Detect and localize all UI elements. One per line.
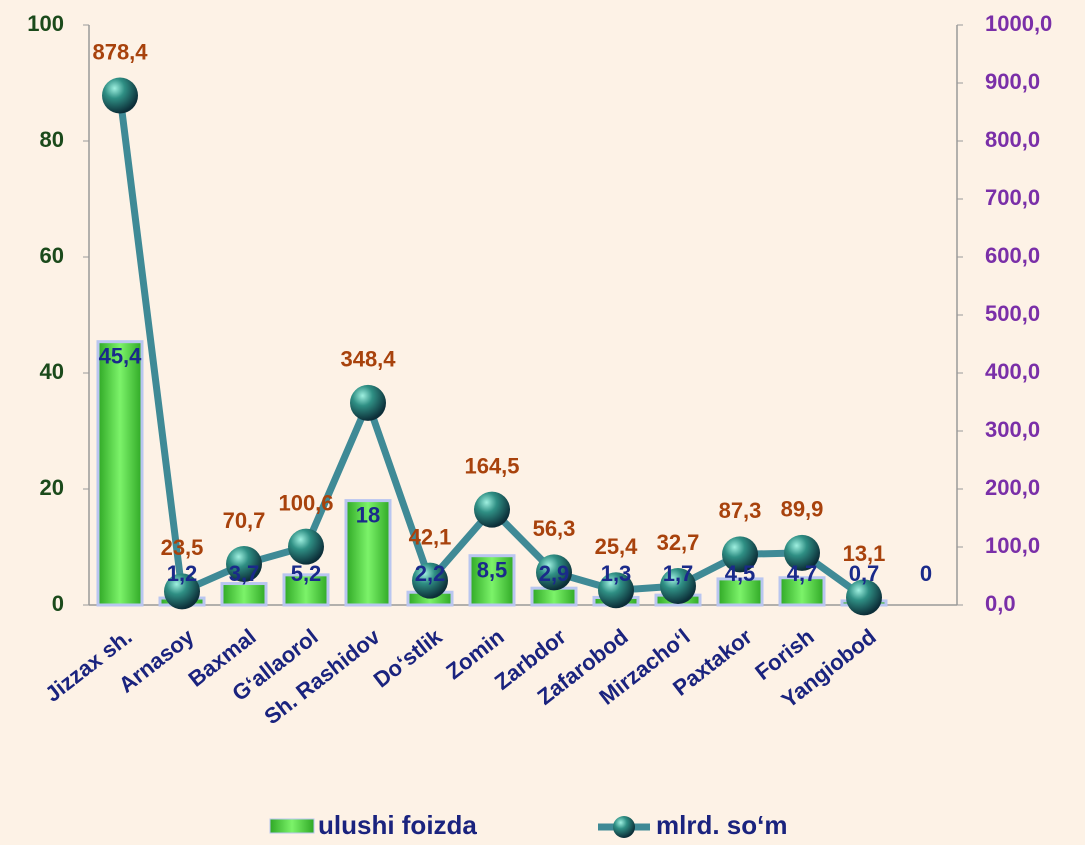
- legend-label: ulushi foizda: [318, 810, 477, 840]
- line-point: [474, 491, 510, 528]
- y2-tick-label: 900,0: [985, 69, 1040, 94]
- bar-value-label: 2,9: [539, 561, 570, 586]
- line-point: [412, 562, 448, 599]
- line-value-label: 70,7: [223, 508, 266, 533]
- bar-value-label: 45,4: [99, 343, 143, 368]
- bar: [716, 577, 764, 607]
- line-value-label: 23,5: [161, 535, 204, 560]
- y2-tick-label: 300,0: [985, 417, 1040, 442]
- y2-tick-label: 600,0: [985, 243, 1040, 268]
- bar-value-label: 4,5: [725, 561, 756, 586]
- line-value-label: 13,1: [843, 541, 886, 566]
- y-tick-label: 60: [40, 243, 64, 268]
- y2-tick-label: 200,0: [985, 475, 1040, 500]
- y2-tick-label: 1000,0: [985, 11, 1052, 36]
- line-value-label: 878,4: [92, 39, 148, 64]
- line-point: [226, 545, 262, 582]
- bar: [344, 499, 392, 607]
- bar: [778, 576, 826, 607]
- y-tick-label: 0: [52, 591, 64, 616]
- line-point: [536, 554, 572, 591]
- bar-value-label: 0,7: [849, 561, 880, 586]
- line-point: [846, 579, 882, 616]
- bar: [282, 573, 330, 607]
- line-point: [288, 528, 324, 565]
- y2-tick-label: 500,0: [985, 301, 1040, 326]
- y2-tick-label: 0,0: [985, 591, 1016, 616]
- bar: [468, 554, 516, 607]
- bar-value-label: 3,7: [229, 561, 260, 586]
- y-tick-label: 100: [27, 11, 64, 36]
- y-tick-label: 80: [40, 127, 64, 152]
- bar: [96, 340, 144, 607]
- bar-value-label: 1,7: [663, 561, 694, 586]
- y-tick-label: 20: [40, 475, 64, 500]
- y2-tick-label: 800,0: [985, 127, 1040, 152]
- line-value-label: 348,4: [340, 347, 396, 372]
- line-value-label: 56,3: [533, 516, 576, 541]
- line-value-label: 87,3: [719, 498, 762, 523]
- line-point: [660, 568, 696, 605]
- bar: [220, 582, 268, 607]
- legend-swatch-point: [613, 816, 635, 838]
- legend-swatch-bar: [269, 818, 315, 834]
- line-point: [598, 572, 634, 609]
- bar-value-label: 2,2: [415, 561, 446, 586]
- y-tick-label: 40: [40, 359, 64, 384]
- y2-tick-label: 700,0: [985, 185, 1040, 210]
- bar-value-label: 1,2: [167, 561, 198, 586]
- bar-value-label: 18: [356, 502, 380, 527]
- line-value-label: 32,7: [657, 530, 700, 555]
- line-value-label: 89,9: [781, 497, 824, 522]
- line-value-label: 25,4: [595, 534, 639, 559]
- line-point: [722, 536, 758, 573]
- line-point: [784, 534, 820, 571]
- line-value-label: 100,6: [278, 490, 333, 515]
- bar-value-label: 8,5: [477, 558, 508, 583]
- line-point: [350, 384, 386, 421]
- line-point: [164, 573, 200, 610]
- bar-value-label: 4,7: [787, 561, 818, 586]
- y2-tick-label: 400,0: [985, 359, 1040, 384]
- y2-tick-label: 100,0: [985, 533, 1040, 558]
- line-value-label: 42,1: [409, 524, 452, 549]
- bar: [530, 586, 578, 607]
- legend-label: mlrd. so‘m: [656, 810, 787, 840]
- bar-value-label: 1,3: [601, 561, 632, 586]
- line-point: [102, 77, 138, 114]
- bar-value-label: 5,2: [291, 561, 322, 586]
- line-value-label: 164,5: [464, 453, 519, 478]
- bar-value-label: 0: [920, 561, 932, 586]
